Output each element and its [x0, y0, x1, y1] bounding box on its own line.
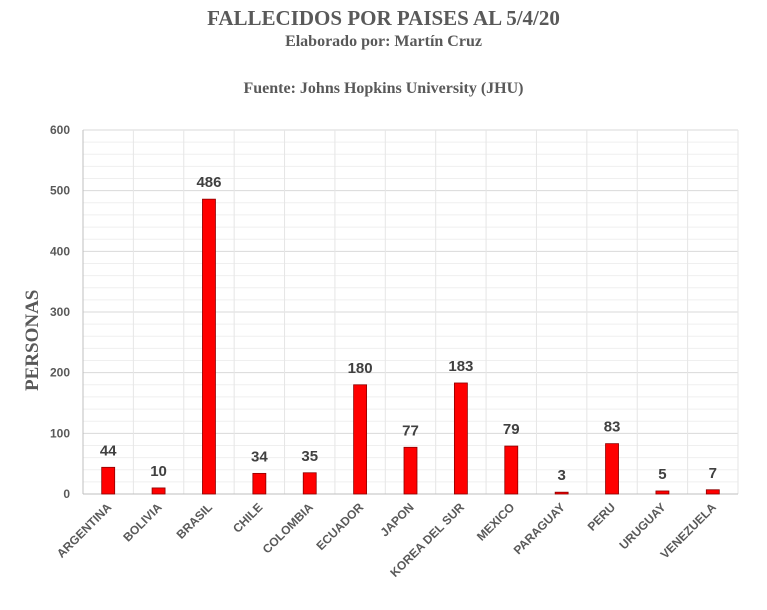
bar — [101, 466, 116, 495]
data-label: 83 — [604, 419, 621, 436]
x-tick-label: PARAGUAY — [511, 500, 568, 557]
bar — [353, 384, 368, 495]
x-tick-label: CHILE — [230, 500, 265, 535]
data-label: 7 — [709, 465, 717, 482]
x-tick-label: MEXICO — [474, 500, 517, 543]
data-label: 180 — [348, 360, 373, 377]
bar — [554, 491, 569, 495]
data-label: 34 — [251, 448, 268, 465]
bar — [504, 445, 519, 495]
x-tick-label: COLOMBIA — [260, 500, 316, 556]
x-tick-label: BOLIVIA — [120, 500, 165, 545]
bar — [453, 382, 468, 495]
data-label: 486 — [196, 174, 221, 191]
chart-subtitle: Elaborado por: Martín Cruz — [285, 33, 482, 50]
data-label: 44 — [100, 442, 117, 459]
y-tick-label: 500 — [50, 184, 70, 198]
bar — [605, 443, 619, 495]
y-tick-label: 300 — [50, 305, 70, 319]
y-tick-label: 200 — [50, 366, 70, 380]
y-tick-label: 600 — [50, 123, 70, 137]
data-label: 3 — [557, 467, 565, 484]
chart-source: Fuente: Johns Hopkins University (JHU) — [243, 80, 524, 97]
data-label: 5 — [658, 466, 666, 483]
bar — [403, 446, 418, 495]
bar — [202, 198, 216, 495]
x-tick-label: PERU — [585, 500, 618, 533]
data-label: 77 — [402, 422, 419, 439]
x-tick-label: ARGENTINA — [54, 500, 115, 561]
data-label: 10 — [150, 463, 167, 480]
x-tick-label: URUGUAY — [617, 500, 669, 552]
bar — [151, 487, 166, 495]
x-tick-label: BRASIL — [174, 500, 215, 541]
bar — [705, 489, 720, 495]
y-tick-label: 0 — [63, 487, 70, 501]
bar — [655, 490, 670, 495]
data-label: 35 — [301, 448, 318, 465]
data-label: 183 — [448, 358, 473, 375]
bar — [302, 472, 317, 495]
bar — [252, 472, 267, 495]
data-label: 79 — [503, 421, 520, 438]
y-tick-label: 100 — [50, 426, 70, 440]
y-tick-label: 400 — [50, 244, 70, 258]
x-tick-label: JAPON — [377, 500, 416, 539]
chart-title: FALLECIDOS POR PAISES AL 5/4/20 — [207, 6, 560, 30]
x-tick-label: ECUADOR — [313, 500, 366, 553]
